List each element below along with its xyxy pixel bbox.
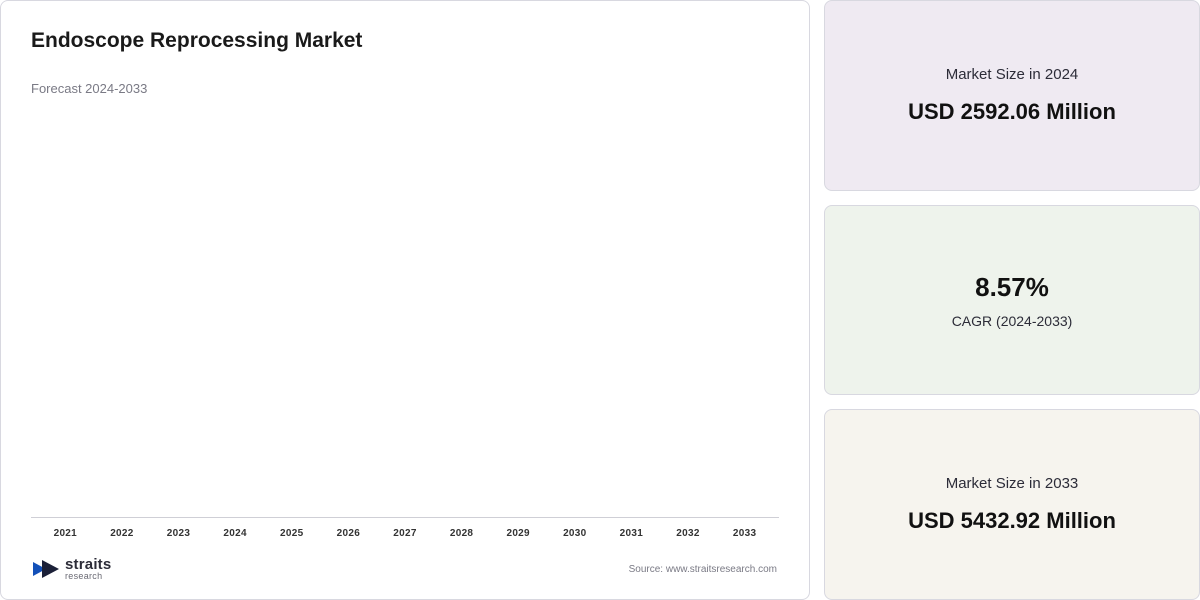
card-label: Market Size in 2024: [946, 66, 1079, 83]
x-axis: 2021202220232024202520262027202820292030…: [31, 522, 779, 539]
card-market-size-2033: Market Size in 2033 USD 5432.92 Million: [824, 409, 1200, 600]
x-tick: 2033: [716, 528, 773, 539]
x-tick: 2024: [207, 528, 264, 539]
card-label: CAGR (2024-2033): [952, 313, 1073, 329]
card-value: USD 2592.06 Million: [908, 99, 1116, 125]
side-cards: Market Size in 2024 USD 2592.06 Million …: [824, 0, 1200, 600]
x-tick: 2022: [94, 528, 151, 539]
root: Endoscope Reprocessing Market Forecast 2…: [0, 0, 1200, 600]
bars-container: [31, 104, 779, 517]
logo-text: straits research: [65, 557, 111, 581]
x-tick: 2032: [660, 528, 717, 539]
logo-mark-icon: [33, 558, 59, 580]
x-tick: 2029: [490, 528, 547, 539]
x-tick: 2031: [603, 528, 660, 539]
logo-sub: research: [65, 572, 111, 581]
card-label: Market Size in 2033: [946, 475, 1079, 492]
chart-footer: straits research Source: www.straitsrese…: [31, 557, 779, 581]
plot-area: [31, 104, 779, 518]
x-tick: 2023: [150, 528, 207, 539]
x-tick: 2027: [377, 528, 434, 539]
card-value: USD 5432.92 Million: [908, 508, 1116, 534]
x-tick: 2026: [320, 528, 377, 539]
x-tick: 2030: [546, 528, 603, 539]
source-text: Source: www.straitsresearch.com: [629, 564, 777, 575]
brand-logo: straits research: [33, 557, 111, 581]
chart-subtitle: Forecast 2024-2033: [31, 81, 779, 96]
x-tick: 2028: [433, 528, 490, 539]
card-value: 8.57%: [975, 272, 1049, 303]
card-market-size-2024: Market Size in 2024 USD 2592.06 Million: [824, 0, 1200, 191]
x-tick: 2025: [263, 528, 320, 539]
chart-panel: Endoscope Reprocessing Market Forecast 2…: [0, 0, 810, 600]
x-tick: 2021: [37, 528, 94, 539]
card-cagr: 8.57% CAGR (2024-2033): [824, 205, 1200, 396]
chart-title: Endoscope Reprocessing Market: [31, 29, 779, 53]
logo-name: straits: [65, 557, 111, 572]
